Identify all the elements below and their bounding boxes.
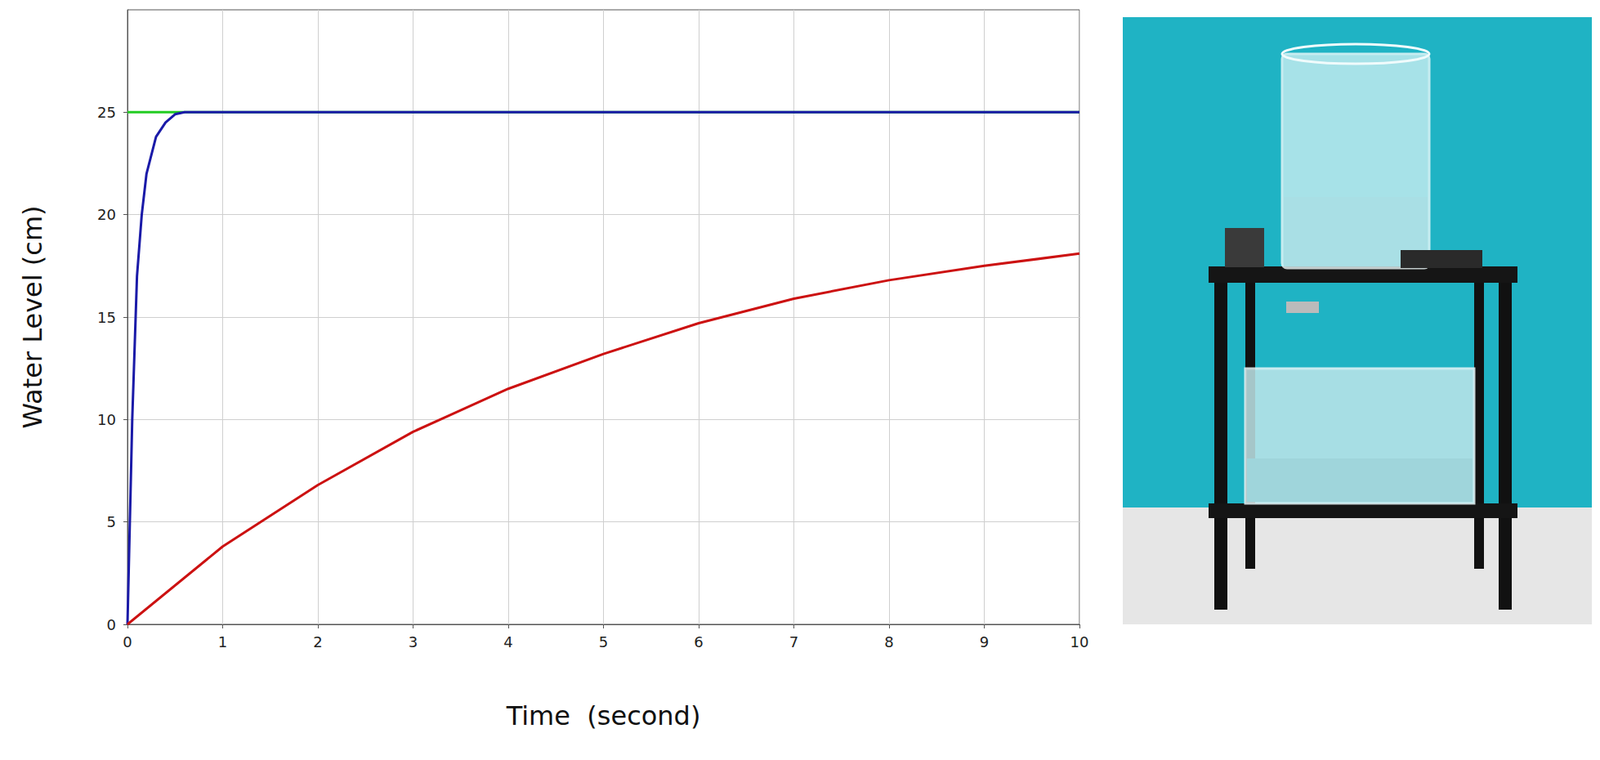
svg-text:7: 7 [789,633,799,651]
svg-text:5: 5 [598,633,608,651]
svg-text:1: 1 [218,633,228,651]
svg-text:3: 3 [408,633,418,651]
svg-text:Water Level (cm): Water Level (cm) [17,205,49,429]
svg-text:Time (second): Time (second) [505,700,702,732]
svg-text:8: 8 [884,633,894,651]
svg-text:0: 0 [107,616,117,634]
svg-text:10: 10 [1070,633,1090,651]
svg-text:25: 25 [97,103,117,121]
svg-text:4: 4 [503,633,513,651]
svg-text:6: 6 [693,633,703,651]
svg-text:10: 10 [97,411,117,429]
svg-text:20: 20 [97,205,117,224]
svg-text:9: 9 [979,633,989,651]
svg-text:5: 5 [107,513,117,531]
svg-text:0: 0 [122,633,132,651]
svg-text:2: 2 [312,633,322,651]
svg-text:15: 15 [97,308,117,327]
